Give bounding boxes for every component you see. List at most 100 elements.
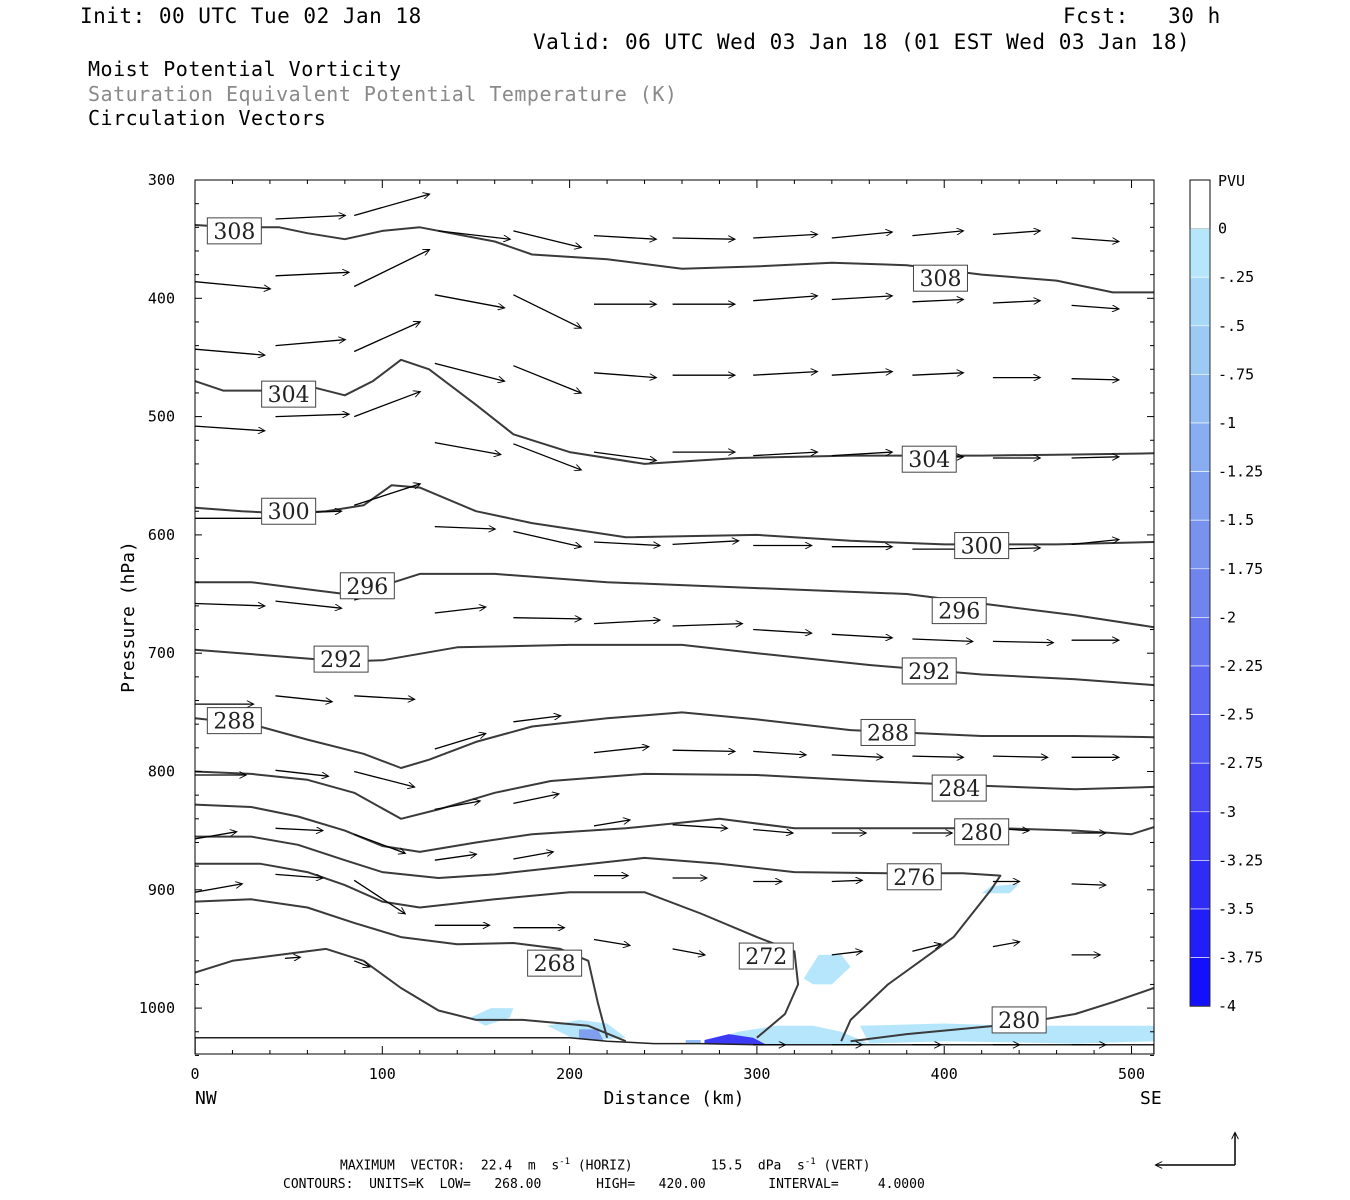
y-tick-label: 400 [148, 289, 175, 307]
colorbar-box [1189, 762, 1211, 813]
circulation-vector [753, 750, 805, 755]
contour-label: 308 [206, 217, 262, 245]
y-axis-label: Pressure (hPa) [118, 541, 139, 693]
circulation-vector [912, 756, 963, 757]
svg-text:308: 308 [213, 220, 255, 245]
circulation-vector [672, 238, 735, 239]
circulation-vector [434, 734, 486, 750]
y-tick-label: 500 [148, 408, 175, 426]
circulation-vector [672, 750, 735, 751]
circulation-vector [353, 960, 369, 967]
colorbar-label: -1 [1218, 414, 1236, 432]
y-tick-label: 800 [148, 763, 175, 781]
colorbar-label: -2.25 [1218, 657, 1263, 675]
theta-contour-276 [195, 835, 1002, 1042]
colorbar-box [1189, 665, 1211, 715]
circulation-vector [195, 281, 270, 289]
circulation-vector [434, 801, 480, 811]
circulation-vector [753, 296, 817, 302]
circulation-vector [753, 234, 817, 239]
circulation-vector [992, 301, 1040, 303]
svg-text:288: 288 [867, 721, 909, 746]
colorbar-box-0 [1189, 179, 1211, 229]
circulation-vector [513, 365, 580, 393]
max-vector-text: MAXIMUM VECTOR: 22.4 m s-1 (HORIZ) 15.5 … [340, 1157, 871, 1174]
colorbar-box [1189, 617, 1211, 667]
circulation-vector [672, 948, 705, 955]
svg-text:308: 308 [919, 267, 961, 292]
circulation-vector [275, 414, 349, 416]
colorbar-label: -2 [1218, 608, 1236, 626]
colorbar-box [1189, 325, 1211, 375]
svg-text:300: 300 [268, 500, 310, 525]
circulation-vector [354, 770, 414, 787]
circulation-vector [831, 755, 883, 757]
circulation-vector [753, 628, 811, 634]
y-tick-label: 1000 [139, 999, 175, 1017]
circulation-vectors-layer [195, 194, 1118, 1045]
contour-label: 304 [901, 445, 957, 473]
colorbar-label: -3 [1218, 803, 1236, 821]
circulation-vector [912, 373, 963, 375]
circulation-vector [195, 425, 264, 431]
theta-contours-layer [195, 224, 1154, 1043]
svg-text:276: 276 [893, 866, 935, 891]
circulation-vector [434, 854, 476, 861]
circulation-vector [912, 639, 972, 641]
circulation-vector [831, 452, 892, 457]
circulation-vector [672, 624, 742, 626]
circulation-vector [195, 832, 236, 840]
circulation-vector [831, 232, 892, 239]
valid-time: Valid: 06 UTC Wed 03 Jan 18 (01 EST Wed … [533, 30, 1191, 54]
colorbar-label: 0 [1218, 220, 1227, 238]
circulation-vector [672, 824, 727, 829]
circulation-vector [831, 372, 892, 376]
y-tick-label: 900 [148, 881, 175, 899]
circulation-vector [831, 633, 892, 638]
circulation-vector [284, 957, 300, 958]
circulation-vector [438, 230, 510, 239]
colorbar-box [1189, 228, 1211, 278]
contour-label: 300 [954, 532, 1010, 560]
terrain-surface [195, 1036, 1154, 1054]
circulation-vector [434, 441, 501, 455]
circulation-vector [753, 372, 817, 376]
circulation-vector [1071, 540, 1119, 546]
colorbar-label: -.75 [1218, 365, 1254, 383]
colorbar-label: -2.75 [1218, 754, 1263, 772]
circulation-vector [275, 216, 345, 220]
colorbar-box [1189, 374, 1211, 424]
contour-label: 288 [206, 707, 262, 735]
circulation-vector [513, 852, 552, 860]
theta-contour-280 [850, 987, 1154, 1043]
circulation-vector [753, 828, 792, 834]
svg-text:296: 296 [346, 575, 388, 600]
colorbar-label: -4 [1218, 997, 1236, 1015]
x-tick-label: 100 [369, 1065, 396, 1083]
contour-label: 292 [901, 657, 957, 685]
circulation-vector [992, 231, 1040, 236]
contours-info-text: CONTOURS: UNITS=K LOW= 268.00 HIGH= 420.… [283, 1177, 925, 1192]
field-title-theta: Saturation Equivalent Potential Temperat… [88, 82, 678, 106]
colorbar-box [1189, 811, 1211, 861]
circulation-vector [513, 618, 580, 619]
circulation-vector [513, 230, 580, 248]
contour-label: 276 [886, 863, 942, 891]
circulation-vector [353, 392, 420, 418]
theta-contour-surface [195, 947, 627, 1043]
circulation-vector [831, 296, 892, 301]
contour-label: 288 [860, 718, 916, 746]
circulation-vector [1071, 457, 1119, 458]
pv-shade-region [470, 1008, 514, 1026]
circulation-vector [513, 716, 560, 723]
circulation-vector [353, 879, 405, 913]
x-tick-label: 200 [556, 1065, 583, 1083]
x-tick-label: 300 [743, 1065, 770, 1083]
circulation-vector [513, 794, 558, 805]
svg-text:280: 280 [961, 821, 1003, 846]
svg-text:288: 288 [213, 710, 255, 735]
theta-contour-296 [195, 572, 1154, 629]
pv-shading-layer [470, 883, 1154, 1046]
pv-shade-region [704, 1034, 767, 1045]
